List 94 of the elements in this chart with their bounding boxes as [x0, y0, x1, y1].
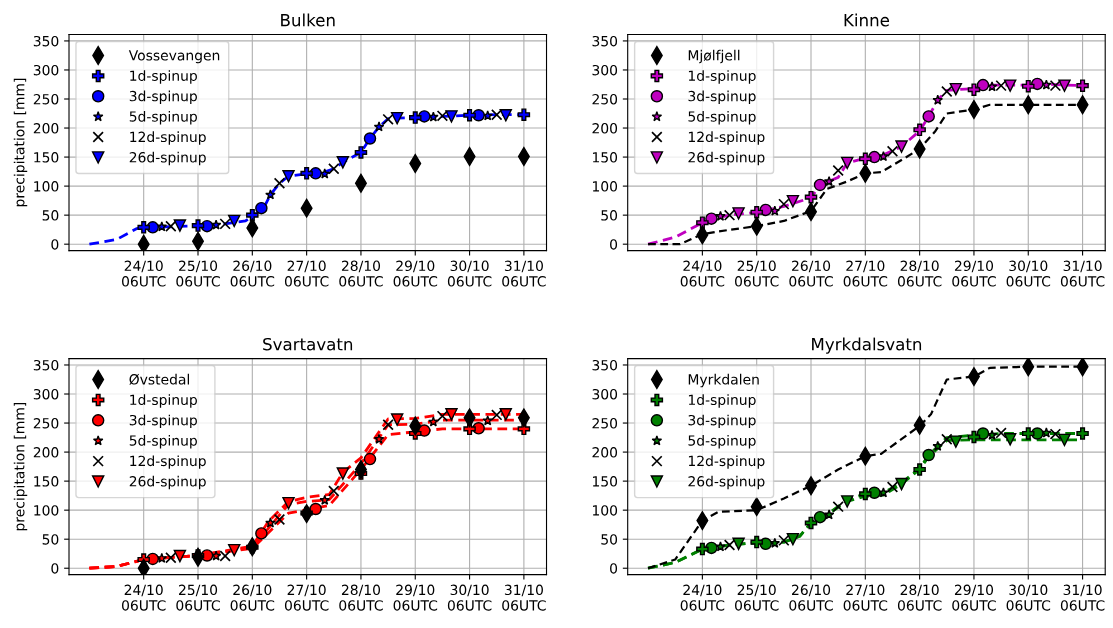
x-tick-label: 26/10 06UTC — [789, 260, 833, 287]
y-tick-label: 200 — [33, 123, 59, 134]
y-tick-label: 100 — [34, 181, 59, 192]
x-tick-label: 30/10 06UTC — [447, 584, 492, 611]
legend-label: 3d-spinup — [129, 90, 197, 105]
y-tick-label: 0 — [610, 239, 618, 250]
legend-label: 26d-spinup — [688, 151, 765, 166]
legend-label: 12d-spinup — [130, 455, 206, 469]
x-tick-label: 30/10 06UTC — [1006, 584, 1051, 611]
x-tick-label: 26/10 06UTC — [789, 584, 833, 611]
x-tick-label: 24/10 06UTC — [680, 260, 725, 287]
x-tick-label: 29/10 06UTC — [393, 260, 438, 287]
y-tick-label: 50 — [601, 534, 618, 545]
y-axis-title: precipitation [mm] — [13, 78, 28, 207]
y-tick-label: 250 — [33, 93, 59, 105]
x-tick-label: 28/10 06UTC — [897, 584, 942, 611]
legend-label: 3d-spinup — [688, 414, 756, 429]
y-tick-label: 300 — [592, 64, 618, 76]
y-tick-label: 100 — [34, 505, 59, 516]
y-tick-label: 350 — [33, 359, 59, 371]
y-tick-label: 50 — [42, 534, 59, 545]
y-tick-label: 250 — [33, 418, 59, 429]
y-tick-label: 50 — [42, 210, 59, 221]
x-tick-label: 30/10 06UTC — [447, 260, 492, 287]
y-tick-label: 250 — [592, 93, 618, 105]
y-tick-label: 0 — [51, 563, 59, 574]
y-tick-label: 350 — [33, 35, 59, 47]
legend-label: 26d-spinup — [129, 151, 206, 166]
legend-label: Myrkdalen — [688, 373, 759, 388]
chart-title: Kinne — [844, 13, 890, 27]
x-tick-label: 28/10 06UTC — [339, 260, 383, 287]
chart-title: Bulken — [281, 13, 335, 27]
y-tick-label: 250 — [592, 418, 618, 429]
x-tick-label: 31/10 06UTC — [1060, 584, 1105, 611]
y-tick-label: 200 — [33, 447, 59, 458]
x-tick-label: 27/10 06UTC — [843, 260, 888, 287]
x-tick-label: 29/10 06UTC — [393, 584, 438, 611]
y-axis-title: precipitation [mm] — [13, 402, 28, 531]
legend-label: 3d-spinup — [129, 414, 197, 429]
y-tick-label: 300 — [592, 388, 618, 400]
y-tick-label: 350 — [592, 359, 618, 371]
x-tick-label: 31/10 06UTC — [1060, 260, 1105, 287]
y-tick-label: 350 — [592, 35, 618, 47]
x-tick-label: 25/10 06UTC — [176, 584, 220, 611]
legend-label: 12d-spinup — [688, 131, 765, 145]
x-tick-label: 31/10 06UTC — [502, 260, 546, 287]
legend-label: Vossevangen — [128, 50, 220, 64]
x-tick-label: 24/10 06UTC — [122, 584, 166, 611]
legend-label: 1d-spinup — [130, 394, 197, 408]
y-tick-label: 100 — [592, 505, 618, 516]
x-tick-label: 26/10 06UTC — [230, 260, 275, 287]
y-tick-label: 150 — [592, 476, 618, 487]
y-tick-label: 150 — [592, 152, 618, 163]
x-tick-label: 27/10 06UTC — [284, 260, 329, 287]
x-tick-label: 29/10 06UTC — [952, 584, 996, 611]
x-tick-label: 30/10 06UTC — [1006, 260, 1051, 287]
legend-label: 12d-spinup — [130, 131, 206, 145]
x-tick-label: 31/10 06UTC — [502, 584, 546, 611]
legend-label: 12d-spinup — [688, 455, 765, 469]
x-tick-label: 27/10 06UTC — [843, 584, 888, 611]
legend-label: 26d-spinup — [688, 475, 765, 490]
x-tick-label: 27/10 06UTC — [284, 584, 329, 611]
y-tick-label: 100 — [592, 181, 618, 192]
x-tick-label: 28/10 06UTC — [897, 260, 942, 287]
legend-label: 1d-spinup — [688, 394, 756, 408]
x-tick-label: 24/10 06UTC — [680, 584, 725, 611]
y-tick-label: 0 — [51, 239, 59, 250]
y-tick-label: 50 — [601, 210, 618, 221]
x-tick-label: 25/10 06UTC — [735, 260, 779, 287]
legend-label: 1d-spinup — [688, 70, 756, 84]
y-tick-label: 0 — [610, 563, 618, 574]
legend-label: 5d-spinup — [688, 110, 756, 125]
x-tick-label: 24/10 06UTC — [122, 260, 166, 287]
chart-title: Svartavatn — [263, 337, 353, 351]
legend-label: 5d-spinup — [129, 435, 197, 449]
x-tick-label: 28/10 06UTC — [339, 584, 383, 611]
legend-label: 3d-spinup — [688, 90, 756, 105]
y-tick-label: 150 — [34, 476, 59, 487]
x-tick-label: 25/10 06UTC — [176, 260, 220, 287]
y-tick-label: 150 — [34, 152, 59, 163]
y-tick-label: 200 — [592, 123, 618, 134]
legend-label: 5d-spinup — [688, 435, 756, 449]
x-tick-label: 25/10 06UTC — [735, 584, 779, 611]
y-tick-label: 200 — [592, 447, 618, 458]
y-tick-label: 300 — [33, 388, 59, 400]
x-tick-label: 29/10 06UTC — [952, 260, 996, 287]
legend-label: 26d-spinup — [129, 475, 206, 490]
legend-label: Mjølfjell — [688, 49, 740, 64]
legend-label: 1d-spinup — [130, 70, 197, 84]
legend-label: Øvstedal — [129, 373, 189, 385]
chart-title: Myrkdalsvatn — [812, 337, 922, 354]
legend-label: 5d-spinup — [129, 110, 197, 125]
x-tick-label: 26/10 06UTC — [230, 584, 275, 611]
y-tick-label: 300 — [33, 64, 59, 76]
